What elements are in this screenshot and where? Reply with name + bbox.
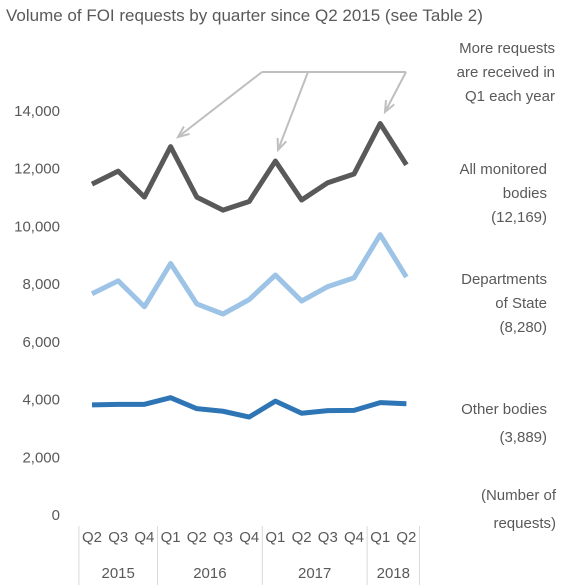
x-tick-label: Q3: [213, 529, 233, 546]
x-tick-label: Q1: [370, 529, 390, 546]
series-end-label: (3,889): [499, 429, 547, 446]
chart-title: Volume of FOI requests by quarter since …: [6, 6, 483, 25]
series-label: bodies: [503, 185, 547, 202]
year-label: 2018: [377, 565, 410, 582]
series-line: [90, 232, 409, 317]
year-label: 2017: [298, 565, 331, 582]
series-label: of State: [495, 295, 547, 312]
annotation-arrow: [177, 71, 263, 138]
x-tick-label: Q4: [239, 529, 259, 546]
x-tick-label: Q4: [134, 529, 154, 546]
y-tick-label: 0: [52, 507, 60, 524]
arrow-head: [383, 99, 395, 115]
annotation-arrow: [277, 71, 309, 151]
y-tick-label: 2,000: [22, 449, 60, 466]
x-tick-label: Q1: [265, 529, 285, 546]
annotation-arrow: [384, 71, 407, 113]
series-label: All monitored: [459, 161, 547, 178]
y-tick-label: 10,000: [14, 218, 60, 235]
annotation: More requests: [459, 40, 555, 57]
series-line: [91, 395, 407, 420]
y-tick-label: 6,000: [22, 334, 60, 351]
annotation: Q1 each year: [465, 88, 555, 105]
x-tick-label: Q1: [161, 529, 181, 546]
series-line: [90, 121, 409, 213]
x-tick-label: Q3: [318, 529, 338, 546]
x-tick-label: Q3: [108, 529, 128, 546]
y-tick-label: 4,000: [22, 392, 60, 409]
x-tick-label: Q2: [82, 529, 102, 546]
x-tick-label: Q4: [344, 529, 364, 546]
y-tick-label: 8,000: [22, 276, 60, 293]
x-tick-label: Q2: [187, 529, 207, 546]
y-tick-label: 12,000: [14, 161, 60, 178]
x-tick-label: Q2: [292, 529, 312, 546]
year-label: 2015: [102, 565, 135, 582]
y-axis-label: (Number of: [481, 487, 557, 504]
series-label: Departments: [461, 271, 547, 288]
y-tick-label: 14,000: [14, 103, 60, 120]
y-axis-label: requests): [493, 515, 556, 532]
x-tick-label: Q2: [396, 529, 416, 546]
arrow-head: [276, 137, 288, 153]
series-end-label: (8,280): [499, 319, 547, 336]
arrow-head: [175, 126, 190, 139]
annotation: are received in: [457, 64, 555, 81]
year-label: 2016: [193, 565, 226, 582]
series-end-label: (12,169): [491, 209, 547, 226]
series-label: Other bodies: [461, 401, 547, 418]
